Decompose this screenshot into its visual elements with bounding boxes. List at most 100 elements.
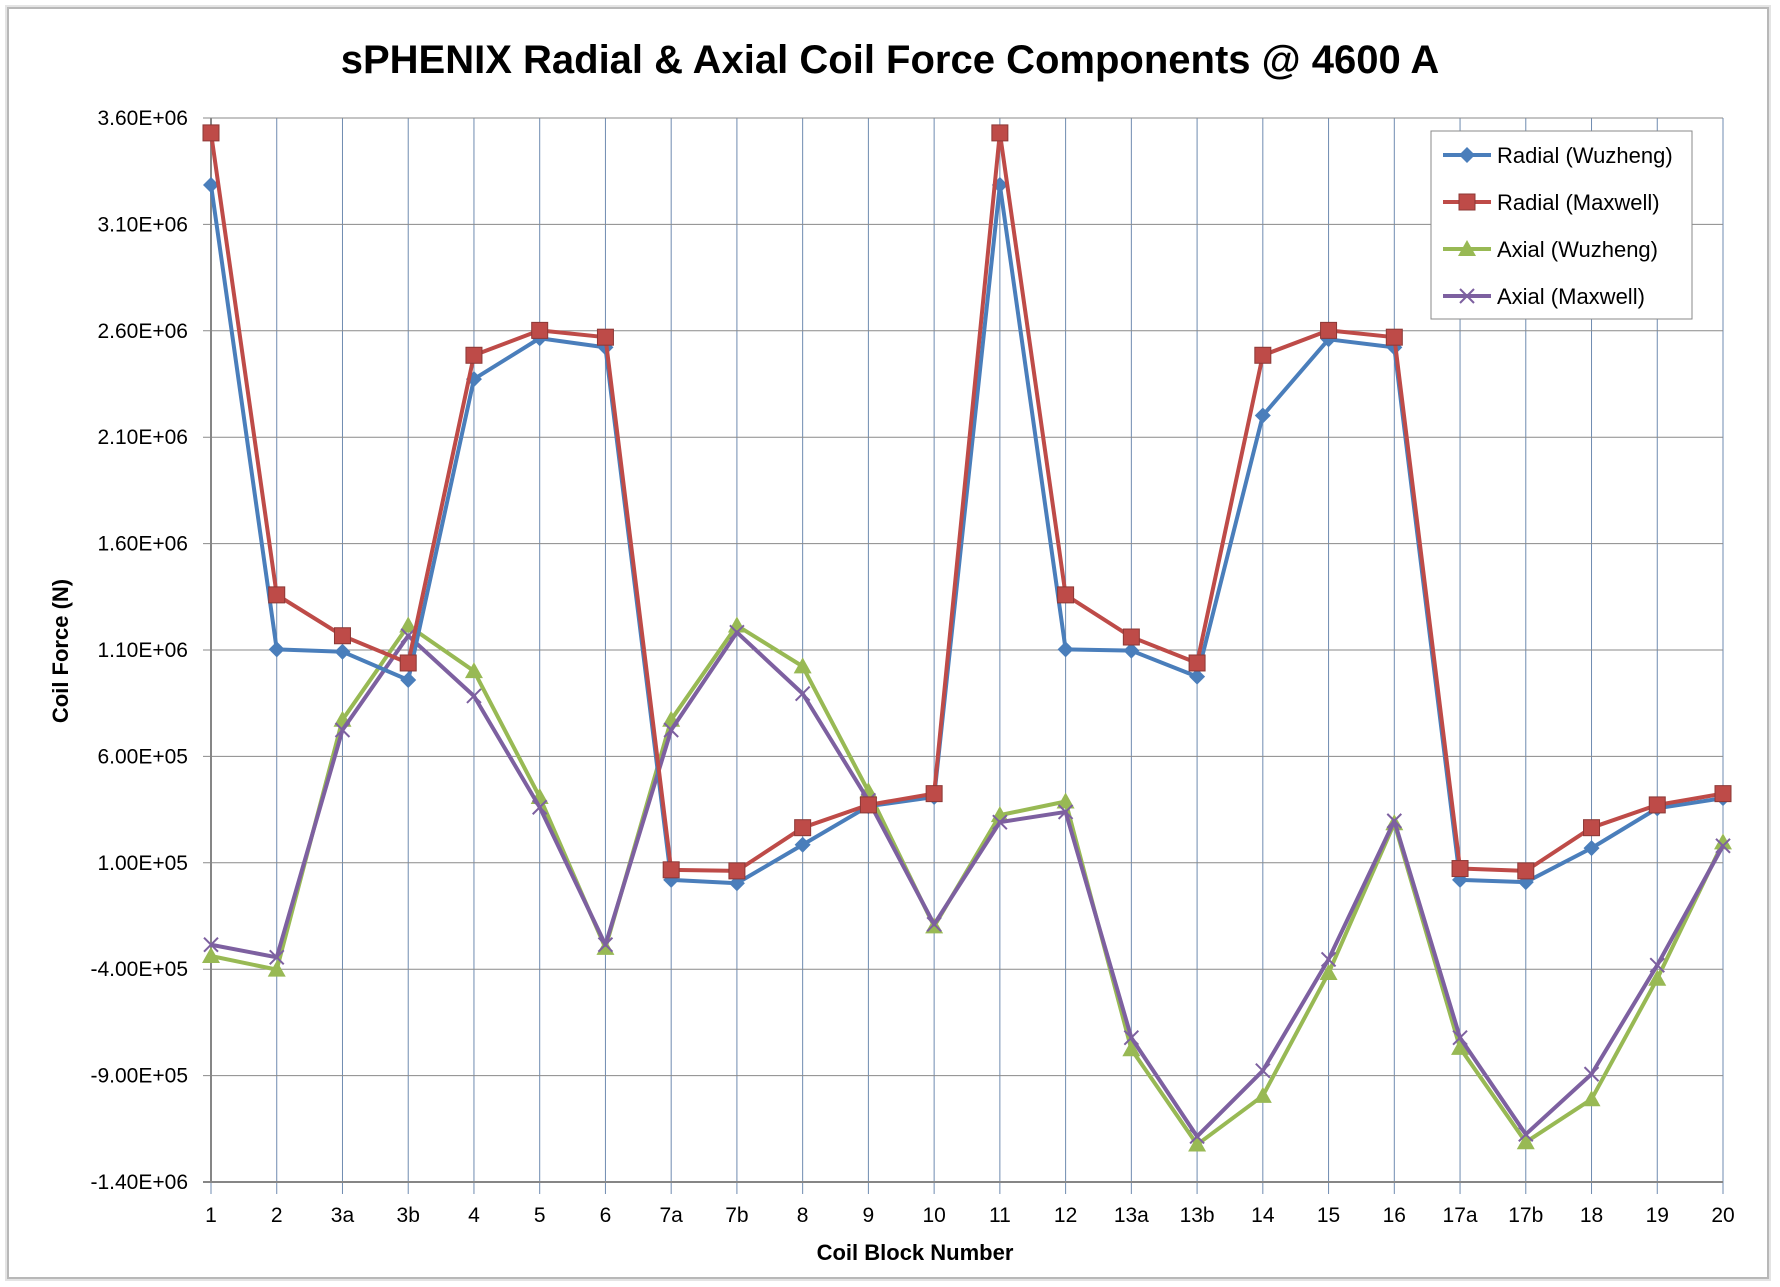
data-point	[1386, 813, 1403, 829]
data-point	[466, 688, 482, 704]
data-point	[596, 328, 614, 346]
x-tick-label: 18	[1580, 1204, 1603, 1227]
x-tick-label: 19	[1646, 1204, 1669, 1227]
data-point	[1517, 862, 1535, 880]
data-point	[793, 657, 812, 674]
x-marker-stroke	[400, 628, 416, 644]
y-axis-title: Coil Force (N)	[48, 579, 73, 723]
data-point	[1459, 288, 1475, 304]
x-marker-stroke	[1715, 838, 1731, 854]
data-point	[992, 814, 1008, 830]
data-point	[1451, 1038, 1470, 1055]
x-tick-label: 7a	[659, 1204, 683, 1227]
x-tick-label: 11	[989, 1204, 1011, 1227]
data-point	[1123, 1030, 1140, 1046]
legend-entry: Axial (Wuzheng)	[1443, 237, 1658, 262]
x-tick-label: 4	[468, 1204, 480, 1227]
y-tick-label: 1.00E+05	[97, 852, 188, 875]
data-point	[465, 346, 483, 364]
x-tick-label: 15	[1317, 1204, 1340, 1227]
x-marker-stroke	[794, 685, 811, 702]
legend-label: Axial (Wuzheng)	[1497, 237, 1658, 262]
x-tick-label: 17a	[1443, 1204, 1478, 1227]
data-point	[464, 662, 483, 679]
x-tick-label: 3b	[397, 1204, 420, 1227]
data-point	[268, 586, 286, 604]
x-marker-stroke	[269, 949, 285, 965]
data-point	[1188, 1135, 1207, 1152]
x-tick-label: 13a	[1114, 1204, 1149, 1227]
x-tick-label: 10	[922, 1204, 945, 1227]
data-point	[1458, 193, 1476, 211]
x-tick-label: 1	[205, 1204, 217, 1227]
data-point	[728, 862, 746, 880]
data-point	[1583, 1066, 1600, 1082]
x-marker-stroke	[1649, 957, 1665, 973]
data-point	[1714, 785, 1732, 803]
y-tick-label: 1.10E+06	[97, 639, 188, 662]
data-point	[1385, 328, 1403, 346]
x-tick-label: 12	[1054, 1204, 1077, 1227]
x-tick-label: 5	[534, 1204, 546, 1227]
data-point	[1188, 654, 1206, 672]
data-point	[1057, 586, 1075, 604]
data-point	[1649, 957, 1665, 973]
x-tick-label: 2	[271, 1204, 283, 1227]
legend-entry: Radial (Wuzheng)	[1443, 143, 1673, 168]
data-point	[991, 124, 1009, 142]
legend-entry: Axial (Maxwell)	[1443, 284, 1645, 309]
x-marker-stroke	[729, 624, 745, 641]
data-point	[1715, 838, 1731, 854]
y-tick-label: -9.00E+05	[91, 1065, 189, 1088]
data-point	[1714, 833, 1732, 850]
data-point	[1254, 346, 1272, 364]
data-point	[1648, 969, 1667, 986]
legend-label: Radial (Maxwell)	[1497, 190, 1660, 215]
data-point	[794, 685, 811, 702]
data-point	[1057, 804, 1074, 820]
x-marker-stroke	[597, 937, 614, 953]
y-tick-label: 2.10E+06	[97, 426, 188, 449]
data-point	[926, 916, 942, 933]
x-marker-stroke	[1583, 1066, 1600, 1082]
data-point	[859, 796, 877, 814]
series-axial-maxwell	[203, 624, 1731, 1145]
data-point	[1319, 964, 1338, 981]
data-point	[1648, 796, 1666, 814]
data-point	[663, 722, 679, 738]
series-radial-maxwell	[202, 124, 1732, 880]
series-line	[209, 130, 1724, 873]
y-tick-label: 3.10E+06	[97, 213, 188, 236]
y-tick-label: -1.40E+06	[91, 1171, 189, 1194]
data-point	[794, 836, 811, 853]
data-point	[203, 937, 219, 953]
x-tick-label: 3a	[331, 1204, 355, 1227]
data-point	[925, 785, 943, 803]
series-line	[209, 183, 1724, 886]
x-axis-title: Coil Block Number	[817, 1240, 1014, 1265]
x-marker-stroke	[1255, 1062, 1271, 1079]
x-tick-label: 13b	[1180, 1204, 1215, 1227]
y-tick-label: 3.60E+06	[97, 107, 188, 130]
y-tick-label: 2.60E+06	[97, 320, 188, 343]
data-point	[399, 616, 418, 633]
x-tick-label: 7b	[725, 1204, 748, 1227]
data-point	[1254, 407, 1271, 424]
data-point	[1056, 792, 1075, 809]
data-point	[1459, 147, 1475, 163]
data-point	[1189, 1128, 1205, 1145]
data-point	[1320, 951, 1337, 968]
x-marker-stroke	[926, 916, 942, 933]
data-point	[1582, 1090, 1601, 1107]
data-point	[727, 616, 746, 633]
data-point	[1255, 1062, 1271, 1079]
y-tick-label: 1.60E+06	[97, 533, 188, 556]
data-point	[1458, 240, 1476, 256]
x-marker-stroke	[1386, 813, 1403, 829]
series-axial-wuzheng	[202, 616, 1732, 1152]
x-marker-stroke	[531, 799, 548, 815]
x-marker-stroke	[1320, 951, 1337, 968]
x-marker-stroke	[1452, 1030, 1468, 1046]
data-point	[1451, 860, 1469, 878]
data-point	[1122, 628, 1140, 646]
